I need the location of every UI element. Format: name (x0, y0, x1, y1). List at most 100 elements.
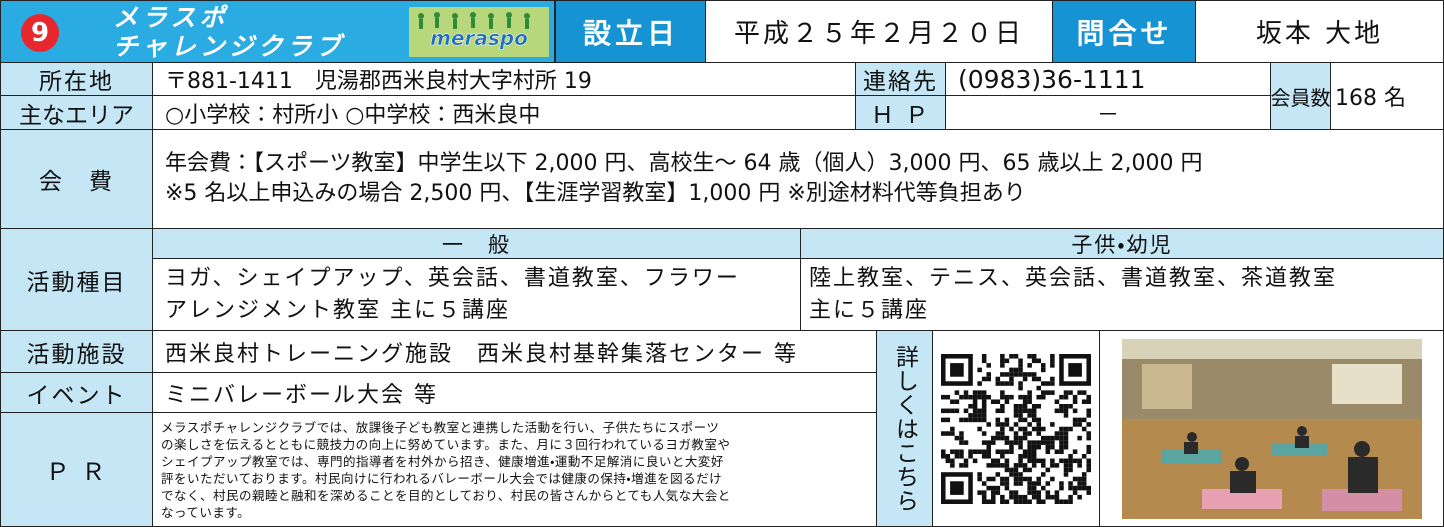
qr-module (959, 462, 964, 468)
qr-module (1031, 403, 1037, 409)
qr-module (1050, 494, 1055, 499)
qr-module (1000, 408, 1005, 413)
qr-module (1081, 485, 1087, 490)
qr-module (981, 494, 987, 499)
qr-module (1054, 489, 1060, 495)
qr-module (1059, 439, 1064, 445)
qr-module (963, 458, 969, 463)
qr-module (1004, 448, 1010, 454)
qr-module (1018, 476, 1023, 481)
qr-module (1004, 439, 1010, 445)
qr-module (995, 485, 1001, 490)
qr-module (1027, 430, 1032, 436)
hp-label: Ｈ Ｐ (855, 95, 946, 130)
qr-module (1059, 444, 1064, 449)
photo-mat (1201, 488, 1282, 509)
qr-module (941, 408, 946, 413)
text-line: メラスポチャレンジクラブでは、放課後子ども教室と連携した活動を行い、子供たちにス… (161, 419, 720, 435)
qr-module (1013, 403, 1019, 409)
qr-module (1000, 462, 1005, 468)
qr-module (1086, 485, 1091, 490)
qr-module (981, 376, 987, 381)
qr-module (1018, 417, 1023, 422)
area-label: 主なエリア (0, 95, 153, 130)
qr-module (1013, 498, 1019, 504)
qr-module (1004, 371, 1010, 377)
qr-module (1045, 480, 1051, 486)
qr-module (1054, 462, 1060, 468)
qr-module (1027, 458, 1032, 463)
fee-label: 会 費 (0, 129, 153, 229)
qr-module (1036, 421, 1041, 427)
qr-module (1072, 398, 1078, 404)
qr-module (1054, 430, 1060, 436)
qr-module (1031, 426, 1037, 431)
qr-finder (1068, 362, 1082, 377)
qr-module (1050, 358, 1055, 363)
qr-module (1022, 467, 1028, 472)
qr-module (1050, 362, 1055, 368)
qr-module (1009, 448, 1014, 454)
qr-module (1041, 462, 1046, 468)
details-label: 詳しくはこちら (876, 330, 933, 527)
qr-module (1081, 417, 1087, 422)
qr-module (991, 489, 996, 495)
qr-module (968, 403, 973, 409)
qr-module (1086, 394, 1091, 399)
qr-module (959, 453, 964, 459)
qr-module (1022, 448, 1028, 454)
qr-module (977, 380, 982, 386)
qr-module (1000, 403, 1005, 409)
text-line: 陸上教室、テニス、英会話、書道教室、茶道教室 (809, 265, 1338, 291)
qr-module (1009, 439, 1014, 445)
qr-module (1059, 448, 1064, 454)
qr-module (1072, 421, 1078, 427)
qr-module (1009, 353, 1014, 359)
activities-label: 活動種目 (0, 228, 153, 331)
qr-module (995, 408, 1001, 413)
qr-module (1063, 408, 1069, 413)
qr-module (981, 358, 987, 363)
qr-module (1027, 412, 1032, 418)
qr-module (1086, 412, 1091, 418)
qr-module (1077, 462, 1082, 468)
logo-art (418, 12, 530, 29)
qr-module (1018, 362, 1023, 368)
qr-module (1041, 471, 1046, 477)
photo-window (1141, 363, 1192, 409)
qr-module (968, 453, 973, 459)
qr-module (1041, 458, 1046, 463)
qr-module (1022, 417, 1028, 422)
qr-module (1036, 426, 1041, 431)
qr-module (1063, 426, 1069, 431)
qr-module (1018, 494, 1023, 499)
qr-module (959, 448, 964, 454)
qr-module (1018, 358, 1023, 363)
qr-module (1018, 439, 1023, 445)
qr-module (991, 476, 996, 481)
qr-module (1068, 389, 1073, 395)
qr-module (1013, 408, 1019, 413)
qr-module (1068, 458, 1073, 463)
photo-people (1183, 425, 1378, 493)
qr-module (1022, 408, 1028, 413)
qr-module (1036, 480, 1041, 486)
qr-module (991, 498, 996, 504)
qr-module (1063, 467, 1069, 472)
members-label: 会員数 (1270, 62, 1331, 130)
phone-label: 連絡先 (855, 62, 946, 96)
qr-module (995, 421, 1001, 427)
text-line: でなく、村民の親睦と融和を深めることを目的としており、村民の皆さんからとても人気… (161, 487, 731, 503)
qr-module (1077, 485, 1082, 490)
qr-module (963, 462, 969, 468)
qr-module (1031, 444, 1037, 449)
qr-module (1041, 485, 1046, 490)
text-line: なっています。 (161, 504, 251, 520)
qr-module (1045, 494, 1051, 499)
qr-module (1018, 367, 1023, 372)
qr-module (1027, 480, 1032, 486)
qr-module (986, 421, 991, 427)
qr-module (995, 417, 1001, 422)
qr-module (963, 408, 969, 413)
qr-module (1050, 444, 1055, 449)
